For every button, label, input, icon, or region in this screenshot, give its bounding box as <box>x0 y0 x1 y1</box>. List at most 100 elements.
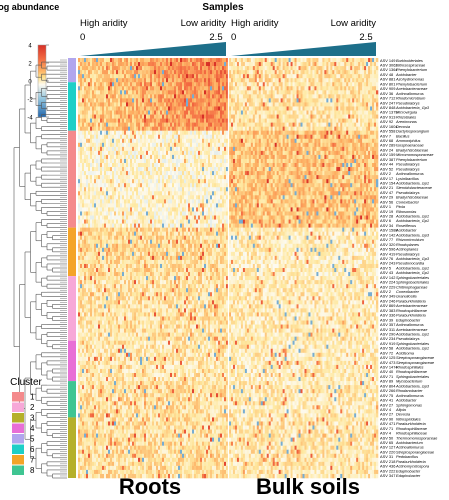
heatmap-cell <box>176 235 179 241</box>
heatmap-cell <box>126 211 129 216</box>
heatmap-cell <box>190 179 193 184</box>
heatmap-cell <box>158 62 161 67</box>
heatmap-cell <box>184 312 187 317</box>
heatmap-cell <box>138 215 141 220</box>
heatmap-cell <box>172 268 175 273</box>
heatmap-cell <box>112 110 115 115</box>
heatmap-cell <box>128 288 131 293</box>
heatmap-cell <box>114 284 117 289</box>
heatmap-cell <box>208 98 211 103</box>
heatmap-cell <box>82 74 85 79</box>
heatmap-cell <box>138 191 141 196</box>
heatmap-cell <box>226 292 229 297</box>
heatmap-cell <box>138 78 141 83</box>
heatmap-cell <box>224 211 227 216</box>
heatmap-cell <box>184 66 187 71</box>
heatmap-cell <box>106 122 109 127</box>
heatmap-cell <box>226 243 229 249</box>
heatmap-cell <box>80 251 83 257</box>
heatmap-cell <box>108 90 111 95</box>
heatmap-cell <box>138 199 141 204</box>
heatmap-cell <box>198 223 201 228</box>
heatmap-cell <box>194 316 197 321</box>
heatmap-cell <box>214 62 217 67</box>
heatmap-cell <box>200 142 203 148</box>
heatmap-cell <box>112 203 115 208</box>
heatmap-cell <box>154 199 157 204</box>
heatmap-cell <box>130 58 133 63</box>
heatmap-cell <box>192 102 195 107</box>
heatmap-cell <box>128 219 131 224</box>
heatmap-cell <box>184 296 187 301</box>
heatmap-cell <box>226 219 229 224</box>
heatmap-cell <box>142 255 145 261</box>
heatmap-cell <box>86 263 89 269</box>
heatmap-cell <box>194 195 197 200</box>
heatmap-cell <box>214 106 217 111</box>
heatmap-cell <box>148 66 151 71</box>
heatmap-cell <box>92 239 95 245</box>
heatmap-cell <box>184 102 187 107</box>
heatmap-cell <box>200 239 203 245</box>
heatmap-cell <box>224 284 227 289</box>
heatmap-cell <box>206 171 209 176</box>
heatmap-cell <box>122 191 125 196</box>
heatmap-cell <box>132 247 135 253</box>
heatmap-cell <box>86 110 89 115</box>
heatmap-cell <box>202 142 205 148</box>
heatmap-cell <box>84 187 87 192</box>
heatmap-cell <box>168 106 171 111</box>
heatmap-cell <box>112 86 115 91</box>
heatmap-cell <box>176 215 179 220</box>
heatmap-cell <box>210 74 213 79</box>
heatmap-cell <box>92 272 95 277</box>
heatmap-cell <box>162 90 165 95</box>
heatmap-cell <box>182 106 185 111</box>
heatmap-cell <box>142 235 145 241</box>
heatmap-cell <box>126 94 129 99</box>
heatmap-cell <box>156 207 159 212</box>
heatmap-cell <box>106 243 109 249</box>
heatmap-cell <box>120 259 123 265</box>
heatmap-cell <box>208 263 211 269</box>
heatmap-cell <box>100 207 103 212</box>
heatmap-cell <box>196 304 199 309</box>
heatmap-cell <box>184 320 187 325</box>
heatmap-cell <box>90 300 93 305</box>
heatmap-cell <box>206 312 209 317</box>
heatmap-cell <box>144 239 147 245</box>
heatmap-cell <box>186 300 189 305</box>
heatmap-cell <box>148 167 151 172</box>
heatmap-cell <box>162 280 165 285</box>
heatmap-cell <box>98 316 101 321</box>
heatmap-cell <box>162 78 165 83</box>
heatmap-cell <box>188 268 191 273</box>
heatmap-cell <box>196 167 199 172</box>
heatmap-cell <box>80 134 83 140</box>
heatmap-cell <box>220 102 223 107</box>
heatmap-cell <box>202 308 205 313</box>
heatmap-cell <box>184 207 187 212</box>
heatmap-cell <box>204 259 207 265</box>
heatmap-cell <box>136 304 139 309</box>
heatmap-cell <box>138 130 141 136</box>
heatmap-cell <box>170 78 173 83</box>
heatmap-cell <box>92 150 95 156</box>
heatmap-cell <box>120 130 123 136</box>
heatmap-cell <box>132 268 135 273</box>
heatmap-cell <box>106 98 109 103</box>
heatmap-cell <box>96 195 99 200</box>
heatmap-cell <box>80 62 83 67</box>
heatmap-cell <box>174 163 177 168</box>
heatmap-cell <box>198 134 201 140</box>
heatmap-cell <box>118 199 121 204</box>
heatmap-cell <box>102 195 105 200</box>
heatmap-cell <box>144 276 147 281</box>
heatmap-cell <box>202 211 205 216</box>
heatmap-cell <box>216 82 219 87</box>
heatmap-cell <box>164 134 167 140</box>
heatmap-cell <box>84 62 87 67</box>
heatmap-cell <box>200 86 203 91</box>
heatmap-cell <box>180 316 183 321</box>
heatmap-cell <box>208 183 211 188</box>
